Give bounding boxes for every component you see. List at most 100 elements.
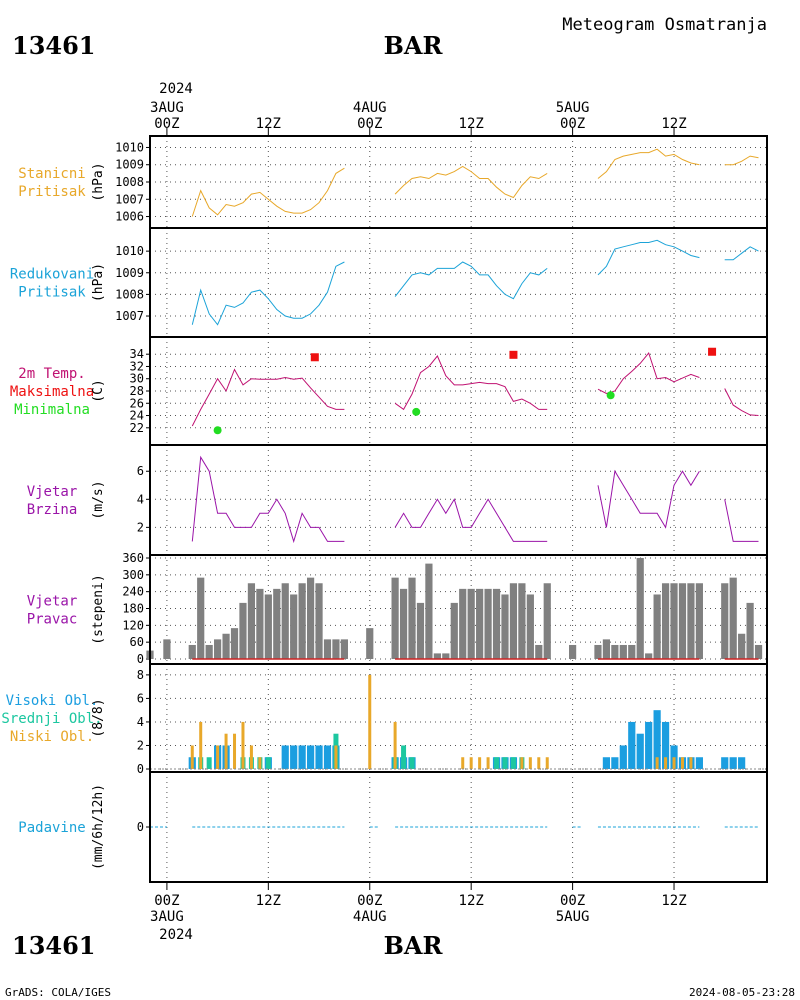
panel-unit-label: (mm/6h/12h) [91, 784, 106, 870]
y-tick-label: 0 [137, 652, 144, 666]
y-tick-label: 1007 [115, 192, 144, 206]
top-axis-label: 00Z [560, 116, 585, 132]
bottom-axis-label: 00Z [560, 893, 585, 909]
direction-bar [509, 583, 518, 659]
direction-bar [695, 583, 703, 659]
temp-line [597, 351, 700, 395]
panel-5: 0 60 120 180 240 300 360 [122, 551, 768, 666]
panel-unit-label: (8/8) [91, 698, 106, 737]
direction-bar [205, 644, 213, 659]
direction-bar [273, 588, 281, 659]
temp-line [191, 368, 345, 427]
direction-bar [214, 639, 222, 659]
station-id-bottom: 13461 [12, 931, 96, 960]
top-axis-label: 12Z [256, 116, 281, 132]
direction-bar [256, 588, 264, 659]
direction-bar [323, 639, 332, 659]
direction-bar [188, 644, 196, 659]
bottom-axis-label: 00Z [154, 893, 179, 909]
high-cloud-bar [611, 757, 619, 769]
y-tick-label: 180 [122, 602, 144, 616]
y-tick-label: 6 [137, 464, 144, 478]
direction-bar [746, 602, 754, 659]
high-cloud-bar [661, 721, 670, 769]
y-tick-label: 360 [122, 551, 144, 565]
low-cloud-bar [672, 757, 676, 769]
low-cloud-bar [249, 745, 253, 769]
panel-unit-label: (hPa) [91, 263, 106, 302]
top-axis-label: 5AUG [556, 100, 590, 116]
high-cloud-bar [653, 710, 661, 769]
direction-bar [628, 644, 636, 659]
panel-label-line: Minimalna [14, 402, 90, 418]
y-tick-label: 1010 [115, 140, 144, 154]
low-cloud-bar [689, 757, 693, 769]
y-tick-label: 6 [137, 691, 144, 705]
top-axis-label: 4AUG [353, 100, 387, 116]
direction-bar [526, 594, 534, 659]
tmin-marker [213, 426, 222, 435]
panel-6: 0 2 4 6 8 [137, 663, 768, 776]
tmin-marker [606, 391, 615, 400]
y-tick-label: 34 [130, 347, 144, 361]
panel-label-line: 2m Temp. [18, 366, 85, 382]
direction-bar [450, 602, 458, 659]
panel-2: 1007 1008 1009 1010 [115, 227, 768, 338]
direction-bar [611, 644, 619, 659]
high-cloud-bar [290, 745, 298, 769]
y-tick-label: 30 [130, 372, 144, 386]
direction-bar [315, 583, 323, 659]
panel-frame [149, 771, 768, 883]
high-cloud-bar [306, 745, 315, 769]
direction-bar [290, 594, 298, 659]
low-cloud-bar [664, 757, 668, 769]
low-cloud-bar [258, 757, 262, 769]
y-tick-label: 26 [130, 396, 144, 410]
top-axis-year: 2024 [159, 81, 193, 97]
top-axis-label: 00Z [357, 116, 382, 132]
direction-bar [425, 563, 433, 659]
y-tick-label: 1008 [115, 287, 144, 301]
mid-cloud-bar [494, 757, 500, 769]
y-tick-label: 60 [130, 635, 144, 649]
panel-1: 1006 1007 1008 1009 1010 [115, 135, 768, 229]
tmin-marker [412, 407, 421, 416]
bottom-axis-label: 3AUG [150, 909, 184, 925]
temp-line [724, 388, 759, 416]
panel-label-line: Stanicni [18, 166, 85, 182]
direction-bar [247, 583, 256, 659]
low-cloud-bar [469, 757, 473, 769]
low-cloud-bar [528, 757, 532, 769]
y-tick-label: 1008 [115, 175, 144, 189]
station-name-top: BAR [384, 31, 444, 60]
panel-frame [149, 336, 768, 446]
low-cloud-bar [216, 745, 220, 769]
panel-unit-label: (C) [91, 379, 106, 402]
y-tick-label: 22 [130, 421, 144, 435]
low-cloud-bar [241, 721, 245, 769]
direction-bar [281, 583, 289, 659]
y-tick-label: 8 [137, 668, 144, 682]
timestamp-text: 2024-08-05-23:28 [689, 986, 795, 999]
chart-title: Meteogram Osmatranja [562, 15, 767, 35]
low-cloud-bar [199, 721, 203, 769]
low-cloud-bar [224, 733, 228, 769]
top-axis-label: 12Z [661, 116, 686, 132]
direction-bar [661, 583, 670, 659]
direction-bar [645, 653, 653, 659]
direction-bar [408, 577, 416, 659]
low-cloud-bar [393, 721, 397, 769]
tmax-marker [509, 350, 518, 359]
series-line [394, 261, 548, 300]
panel-frame [149, 227, 768, 338]
direction-bar [399, 588, 408, 659]
panel-unit-label: (m/s) [91, 480, 106, 519]
direction-bar [678, 583, 687, 659]
y-tick-label: 1009 [115, 158, 144, 172]
high-cloud-bar [636, 733, 644, 769]
low-cloud-bar [461, 757, 465, 769]
